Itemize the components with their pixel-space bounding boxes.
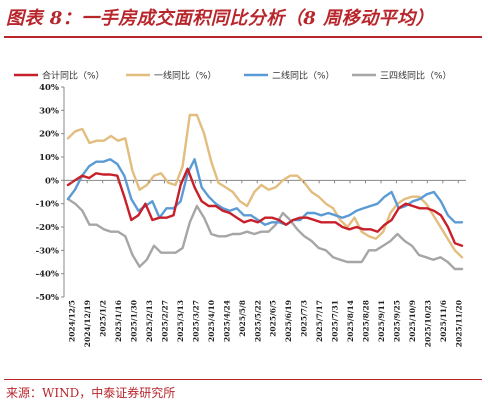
series-line-0	[66, 167, 464, 247]
x-tick-label: 2025/11/20	[454, 300, 463, 347]
x-tick-label: 2025/1/30	[130, 300, 139, 342]
x-tick-label: 2024/12/5	[68, 300, 77, 342]
legend-label-3: 三四线同比（%）	[380, 70, 452, 82]
x-tick-label: 2025/5/8	[238, 300, 247, 337]
x-tick-label: 2025/2/13	[145, 300, 154, 342]
x-tick-label: 2025/10/23	[423, 300, 432, 347]
y-tick-label: 10%	[39, 153, 59, 163]
x-tick-label: 2025/5/22	[253, 300, 262, 342]
chart-title: 图表 8：一手房成交面积同比分析（8 周移动平均）	[6, 8, 435, 29]
y-tick-label: -40%	[36, 270, 59, 280]
y-tick-label: -50%	[36, 293, 59, 303]
x-tick-label: 2025/2/27	[161, 300, 170, 342]
y-axis-ticks: 40% 30% 20% 10% 0% -10% -20% -30% -40% -50%	[36, 83, 64, 303]
series-line-2	[66, 158, 464, 226]
x-tick-label: 2025/10/9	[408, 300, 417, 342]
x-tick-label: 2025/3/27	[191, 300, 200, 342]
x-tick-label: 2025/1/16	[114, 300, 123, 342]
x-tick-label: 2025/1/2	[99, 300, 108, 337]
x-tick-label: 2025/11/6	[439, 300, 448, 342]
series-line-3	[66, 197, 464, 271]
x-tick-label: 2025/7/17	[315, 300, 324, 342]
x-tick-label: 2025/4/24	[222, 300, 231, 342]
x-tick-label: 2025/6/5	[269, 300, 278, 337]
x-tick-label: 2025/7/31	[331, 300, 340, 342]
y-tick-label: -30%	[36, 246, 59, 256]
x-tick-label: 2025/8/28	[362, 300, 371, 342]
x-tick-label: 2025/6/19	[284, 300, 293, 342]
x-tick-label: 2025/9/11	[377, 300, 386, 342]
source-note: 来源：WIND，中泰证券研究所	[6, 386, 176, 400]
y-tick-label: -20%	[36, 223, 59, 233]
title-divider	[4, 36, 482, 38]
legend-label-0: 合计同比（%）	[42, 70, 105, 82]
legend-label-1: 一线同比（%）	[154, 70, 217, 82]
x-tick-label: 2025/4/10	[207, 300, 216, 342]
y-tick-label: 40%	[39, 83, 59, 93]
y-tick-label: 30%	[39, 106, 59, 116]
legend-label-2: 二线同比（%）	[272, 70, 335, 82]
y-tick-label: -10%	[36, 200, 59, 210]
x-tick-label: 2025/7/3	[300, 300, 309, 337]
x-tick-label: 2025/8/14	[346, 300, 355, 342]
x-tick-label: 2025/9/25	[392, 300, 401, 342]
x-tick-label: 2025/3/13	[176, 300, 185, 342]
source-divider	[4, 379, 482, 380]
chart-axes	[63, 87, 466, 297]
y-tick-label: 0%	[45, 176, 59, 186]
y-tick-label: 20%	[39, 130, 59, 140]
chart-series-lines	[66, 113, 464, 271]
x-tick-label: 2024/12/19	[83, 300, 92, 347]
chart-legend: 合计同比（%） 一线同比（%） 二线同比（%） 三四线同比（%）	[14, 70, 452, 82]
x-axis-ticks: 2024/12/5 2024/12/19 2025/1/2 2025/1/16 2025…	[68, 180, 463, 347]
